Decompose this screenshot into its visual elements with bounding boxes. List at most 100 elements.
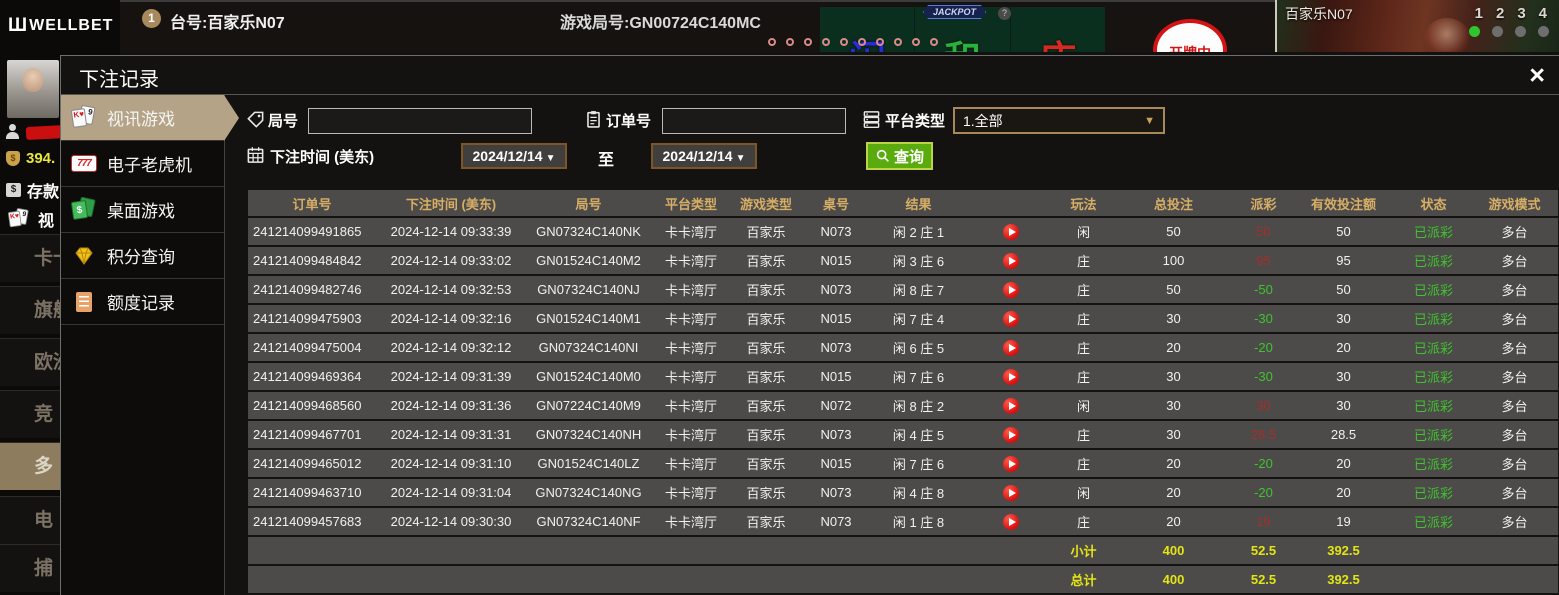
jackpot-badge[interactable]: JACKPOT (923, 5, 987, 19)
camera-number[interactable]: 4 (1538, 5, 1547, 22)
cell-game: 百家乐 (731, 363, 801, 392)
cell-status: 已派彩 (1396, 276, 1471, 305)
replay-icon[interactable] (1003, 281, 1019, 298)
cell-platform: 卡卡湾厅 (651, 508, 731, 537)
replay-icon[interactable] (1003, 223, 1019, 240)
column-header (966, 190, 1056, 218)
cell-game: 百家乐 (731, 450, 801, 479)
cell-replay (966, 363, 1056, 392)
chip-dot[interactable] (822, 38, 830, 46)
chip-dot[interactable] (894, 38, 902, 46)
date-to-picker[interactable]: 2024/12/14 ▼ (651, 143, 757, 169)
cell-platform: 卡卡湾厅 (651, 479, 731, 508)
replay-icon[interactable] (1003, 513, 1019, 530)
replay-icon[interactable] (1003, 310, 1019, 327)
sum-label: 总计 (1056, 566, 1111, 595)
cell-round: GN07324C140NI (526, 334, 651, 363)
chip-dot[interactable] (786, 38, 794, 46)
date-from-picker[interactable]: 2024/12/14 ▼ (461, 143, 567, 169)
column-header: 订单号 (248, 190, 376, 218)
cell-replay (966, 305, 1056, 334)
sum-blank (1396, 537, 1558, 566)
search-button[interactable]: 查询 (866, 142, 934, 170)
cell-status: 已派彩 (1396, 218, 1471, 247)
platform-type-select[interactable]: 1.全部 ▼ (953, 107, 1165, 134)
sidebar-item[interactable]: $ 桌面游戏 (61, 187, 224, 233)
cell-order: 241214099475004 (248, 334, 376, 363)
dialog-content: 局号 订单号 平台类型 1.全部 ▼ 下注时间 (美东) 2024/12/14 ▼… (226, 95, 1559, 595)
game-round-label: 游戏局号:GN00724C140MC (560, 15, 761, 32)
cell-play: 闲 (1056, 218, 1111, 247)
cell-round: GN01524C140LZ (526, 450, 651, 479)
camera-number[interactable]: 1 (1474, 5, 1483, 22)
chip-dot[interactable] (876, 38, 884, 46)
table-row: 241214099475004 2024-12-14 09:32:12 GN0732… (248, 334, 1558, 363)
cell-result: 闲 7 庄 6 (871, 363, 966, 392)
sidebar-item[interactable]: 额度记录 (61, 279, 224, 325)
cell-status: 已派彩 (1396, 392, 1471, 421)
cell-payout: -30 (1236, 305, 1291, 334)
calendar-icon (247, 147, 264, 163)
cell-game: 百家乐 (731, 305, 801, 334)
cell-mode: 多台 (1471, 392, 1558, 421)
video-tab-row[interactable]: 9 K♥ 视 (6, 206, 54, 232)
replay-icon[interactable] (1003, 455, 1019, 472)
bet-zone[interactable]: 庄 (1011, 7, 1105, 52)
chip-dot[interactable] (804, 38, 812, 46)
chip-row[interactable] (768, 38, 938, 46)
cell-payout: 50 (1236, 218, 1291, 247)
cell-mode: 多台 (1471, 305, 1558, 334)
sidebar-item[interactable]: 9 K♥ 视讯游戏 (61, 95, 239, 141)
cell-game: 百家乐 (731, 392, 801, 421)
avatar[interactable] (7, 60, 59, 118)
cell-status: 已派彩 (1396, 305, 1471, 334)
cell-play: 庄 (1056, 305, 1111, 334)
round-no-input[interactable] (308, 108, 532, 134)
replay-icon[interactable] (1003, 426, 1019, 443)
chip-dot[interactable] (912, 38, 920, 46)
cell-platform: 卡卡湾厅 (651, 392, 731, 421)
cell-round: GN07324C140NJ (526, 276, 651, 305)
cell-replay (966, 508, 1056, 537)
table-row: 241214099467701 2024-12-14 09:31:31 GN0732… (248, 421, 1558, 450)
sidebar-item[interactable]: 积分查询 (61, 233, 224, 279)
cell-result: 闲 3 庄 6 (871, 247, 966, 276)
cell-replay (966, 218, 1056, 247)
sidebar-item[interactable]: 777 电子老虎机 (61, 141, 224, 187)
camera-number[interactable]: 3 (1517, 5, 1526, 22)
video-table-label: 百家乐N07 (1285, 6, 1353, 22)
cell-play: 闲 (1056, 479, 1111, 508)
cell-bet: 20 (1111, 334, 1236, 363)
close-icon[interactable]: × (1529, 60, 1545, 90)
order-no-input[interactable] (662, 108, 846, 134)
replay-icon[interactable] (1003, 252, 1019, 269)
chip-dot[interactable] (930, 38, 938, 46)
chip-dot[interactable] (840, 38, 848, 46)
cell-result: 闲 8 庄 7 (871, 276, 966, 305)
deposit-button[interactable]: $ 存款 (6, 178, 59, 202)
slot-icon: 777 (70, 155, 98, 172)
chip-dot[interactable] (768, 38, 776, 46)
table-row: 241214099465012 2024-12-14 09:31:10 GN0152… (248, 450, 1558, 479)
column-header: 下注时间 (美东) (376, 190, 526, 218)
cell-table: N073 (801, 479, 871, 508)
column-header: 玩法 (1056, 190, 1111, 218)
bet-zone[interactable]: 和 (915, 7, 1011, 52)
sum-valid-bet: 392.5 (1291, 566, 1396, 595)
table-row: 241214099475903 2024-12-14 09:32:16 GN0152… (248, 305, 1558, 334)
cell-round: GN01524C140M0 (526, 363, 651, 392)
cell-payout: -20 (1236, 479, 1291, 508)
chevron-down-icon: ▼ (735, 153, 746, 164)
jackpot-help-icon[interactable]: ? (998, 7, 1011, 20)
replay-icon[interactable] (1003, 339, 1019, 356)
replay-icon[interactable] (1003, 368, 1019, 385)
chip-dot[interactable] (858, 38, 866, 46)
table-row: 241214099468560 2024-12-14 09:31:36 GN0722… (248, 392, 1558, 421)
replay-icon[interactable] (1003, 397, 1019, 414)
cell-bet: 30 (1111, 392, 1236, 421)
replay-icon[interactable] (1003, 484, 1019, 501)
cell-platform: 卡卡湾厅 (651, 305, 731, 334)
bet-zone-label: 庄 (1039, 29, 1076, 52)
camera-number[interactable]: 2 (1495, 5, 1505, 22)
search-button-label: 查询 (894, 148, 925, 166)
